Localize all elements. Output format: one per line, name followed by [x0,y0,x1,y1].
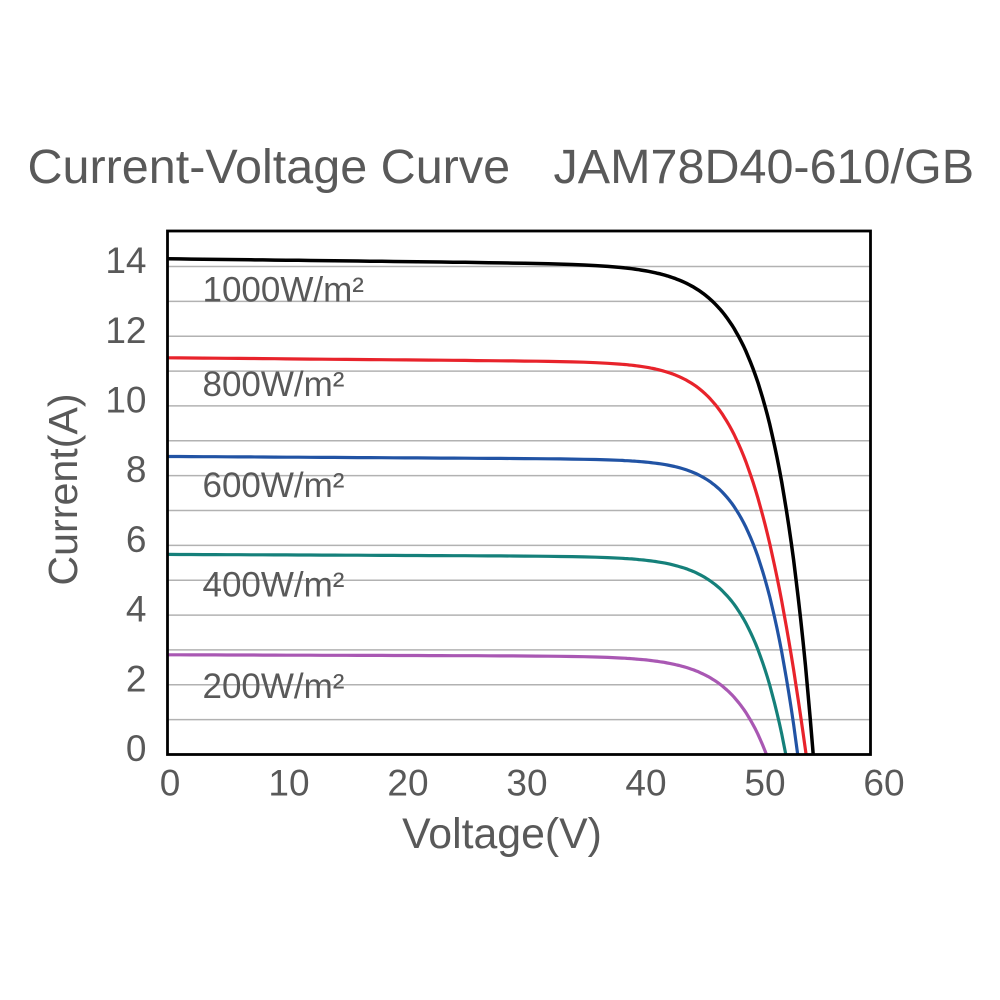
svg-text:20: 20 [387,763,428,804]
svg-text:0: 0 [160,763,181,804]
svg-text:200W/m²: 200W/m² [203,667,345,706]
svg-text:8: 8 [126,449,147,490]
svg-text:400W/m²: 400W/m² [203,565,345,604]
svg-text:1000W/m²: 1000W/m² [203,271,364,310]
svg-text:2: 2 [126,658,147,699]
svg-text:4: 4 [126,589,147,630]
svg-text:Voltage(V): Voltage(V) [402,810,602,858]
svg-text:Current(A): Current(A) [40,393,86,585]
svg-text:6: 6 [126,519,147,560]
svg-text:40: 40 [625,763,666,804]
svg-text:10: 10 [268,763,309,804]
svg-text:Current-Voltage Curve: Current-Voltage Curve [28,140,511,194]
svg-text:50: 50 [744,763,785,804]
svg-text:0: 0 [126,728,147,769]
svg-text:30: 30 [506,763,547,804]
svg-text:600W/m²: 600W/m² [203,466,345,505]
svg-text:800W/m²: 800W/m² [203,365,345,404]
svg-text:14: 14 [105,240,146,281]
svg-text:JAM78D40-610/GB: JAM78D40-610/GB [554,140,975,194]
svg-text:12: 12 [105,310,146,351]
svg-text:10: 10 [105,380,146,421]
svg-text:60: 60 [863,763,904,804]
